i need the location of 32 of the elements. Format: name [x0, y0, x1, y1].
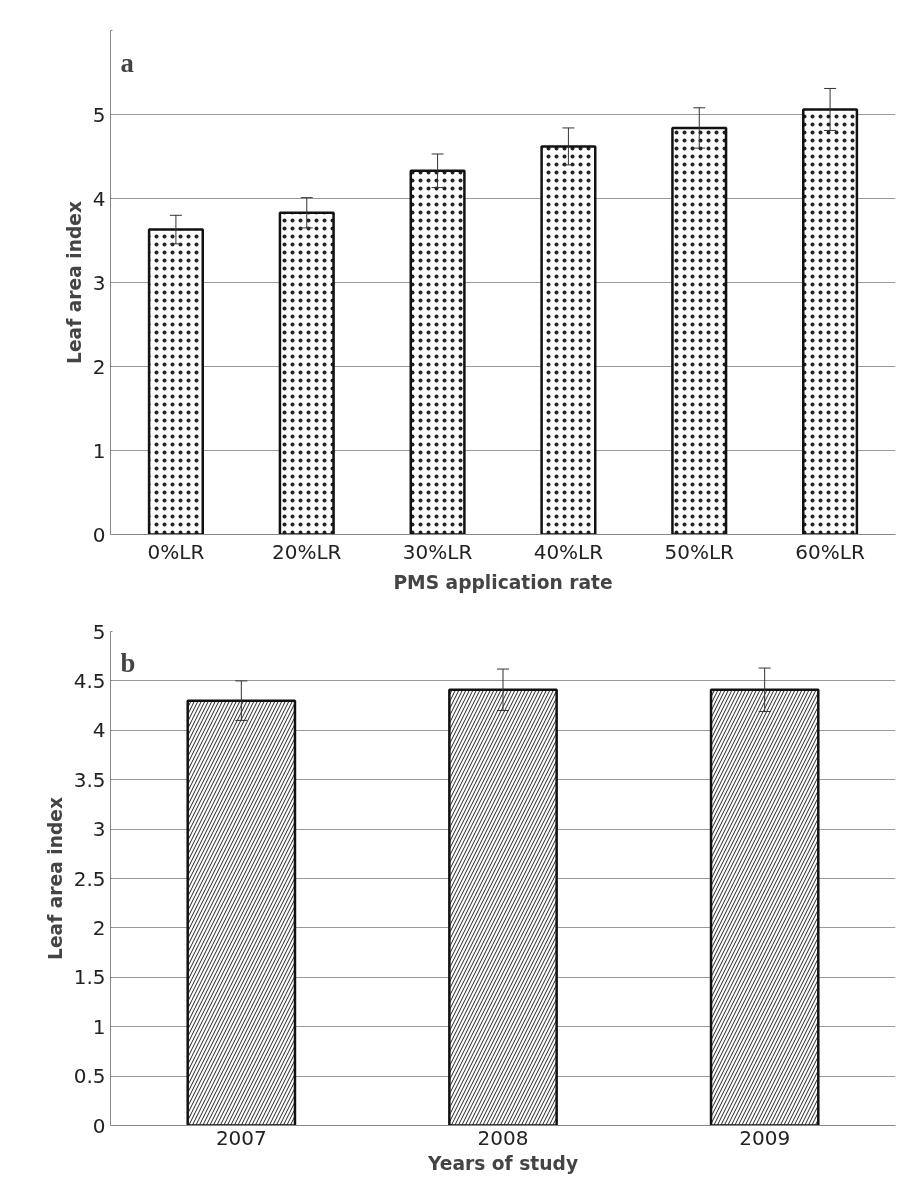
y-tick-label: 2 [92, 354, 106, 379]
y-tick-label: 1 [92, 1014, 106, 1039]
y-tick-label: 5 [92, 102, 106, 127]
y-tick-label: 4 [92, 718, 106, 743]
y-tick-label: 4 [92, 186, 106, 211]
x-tick-label: 30%LR [402, 539, 473, 564]
x-tick-label: 60%LR [795, 539, 865, 564]
x-tick-label: 2009 [739, 1125, 791, 1150]
x-tick-label: 2008 [477, 1125, 529, 1150]
x-tick-label: 2007 [215, 1125, 267, 1150]
x-tick-label: 20%LR [272, 539, 342, 564]
y-tick-label: 3 [92, 270, 106, 295]
y-tick-label: 5 [92, 619, 106, 644]
x-axis-title: PMS application rate [393, 571, 613, 593]
y-tick-label: 0 [92, 522, 106, 547]
annotation: b [120, 648, 136, 679]
x-tick-label: 0%LR [147, 539, 205, 564]
y-tick-label: 0 [92, 1113, 106, 1138]
y-axis-title: Leaf area index [44, 796, 66, 960]
y-tick-label: 2.5 [73, 866, 106, 891]
x-tick-label: 40%LR [533, 539, 604, 564]
y-tick-label: 1 [92, 438, 106, 463]
y-tick-label: 4.5 [73, 668, 106, 693]
y-tick-label: 3 [92, 817, 106, 842]
y-axis-title: Leaf area index [63, 200, 85, 364]
y-tick-label: 0.5 [73, 1064, 106, 1089]
annotation: a [120, 47, 134, 78]
y-tick-label: 2 [92, 915, 106, 940]
y-tick-label: 3.5 [73, 767, 106, 792]
x-tick-label: 50%LR [664, 539, 735, 564]
x-axis-title: Years of study [426, 1152, 579, 1174]
y-tick-label: 1.5 [73, 965, 106, 990]
